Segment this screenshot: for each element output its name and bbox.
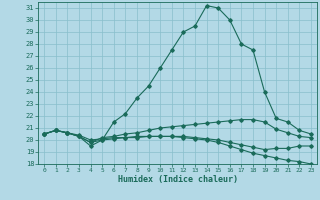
X-axis label: Humidex (Indice chaleur): Humidex (Indice chaleur) — [118, 175, 238, 184]
